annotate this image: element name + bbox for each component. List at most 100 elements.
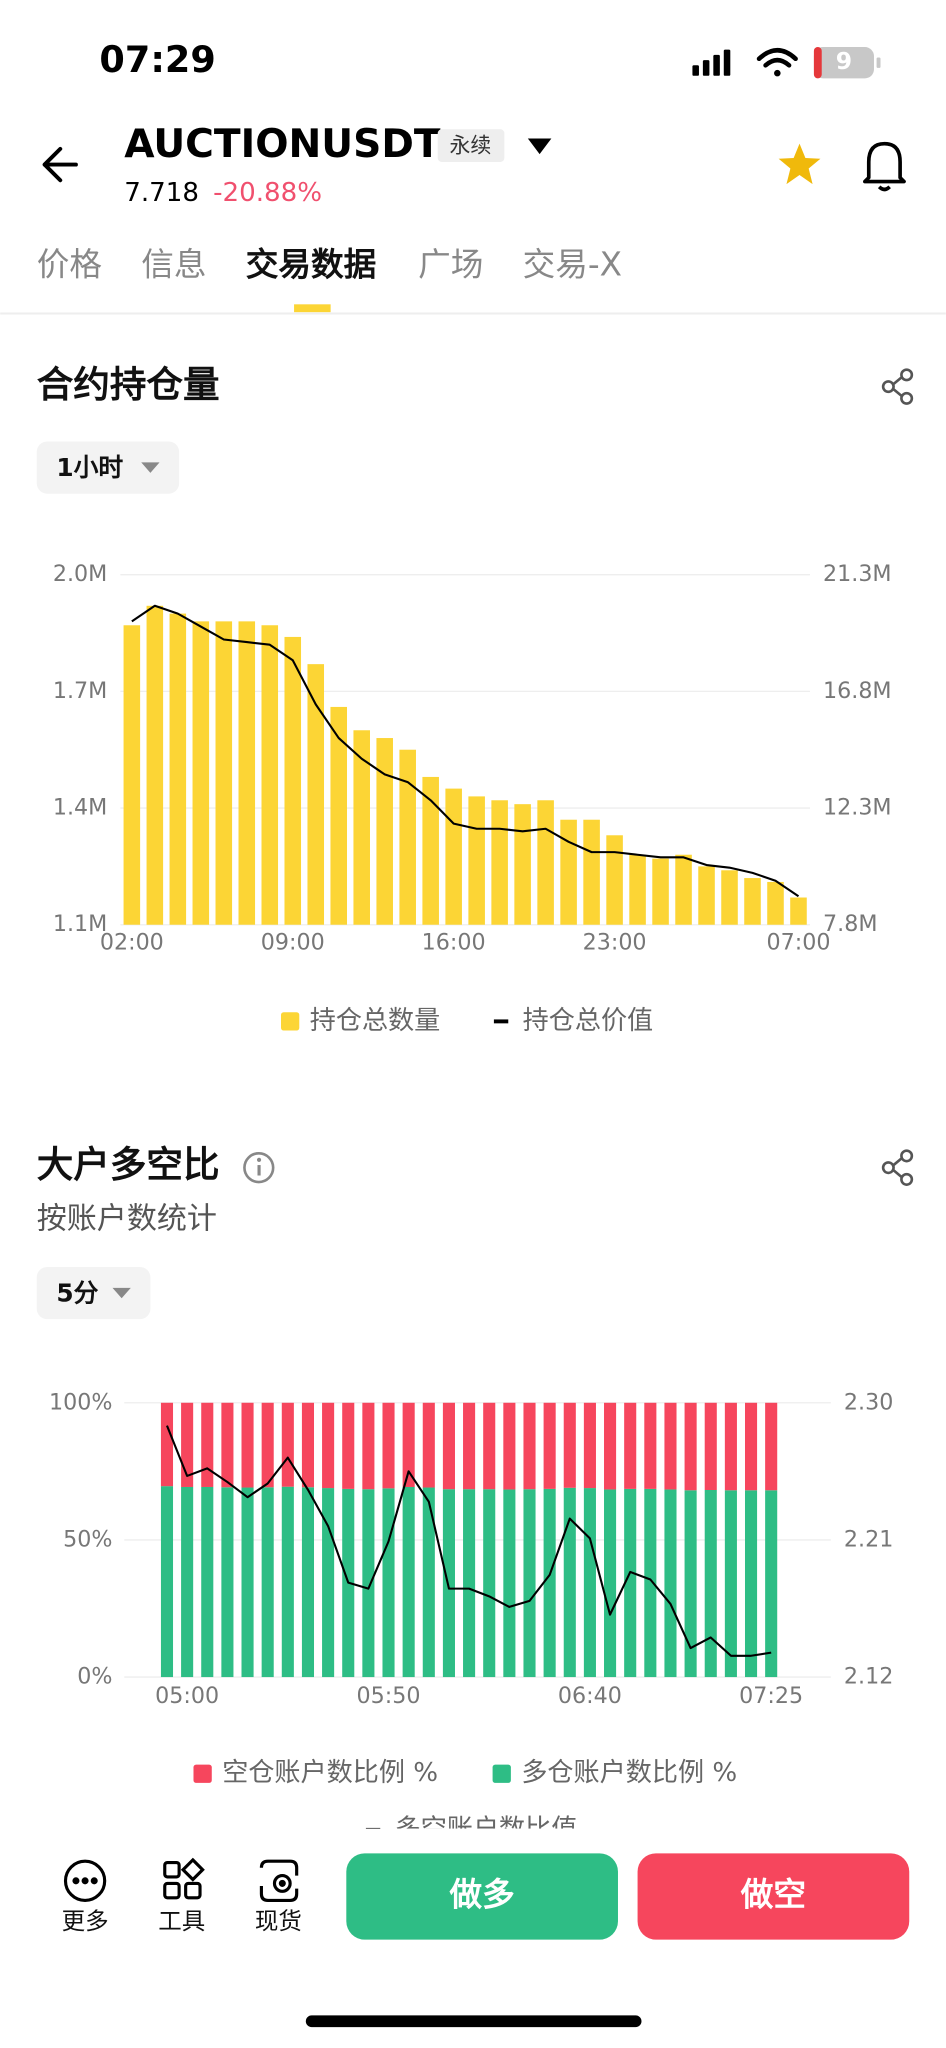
buy-label[interactable]: 做多 bbox=[448, 1875, 514, 1913]
bar bbox=[563, 1402, 576, 1488]
info-icon-dot bbox=[256, 1157, 262, 1162]
bar bbox=[744, 878, 761, 925]
tool-label[interactable]: 现货 bbox=[255, 1907, 302, 1935]
bar bbox=[362, 1489, 375, 1678]
tool-label[interactable]: 工具 bbox=[158, 1907, 205, 1935]
bar bbox=[744, 1490, 758, 1678]
tab[interactable]: 交易-X bbox=[523, 245, 622, 283]
y2-tick-label: 12.3M bbox=[823, 795, 892, 821]
bar bbox=[422, 776, 439, 925]
bar bbox=[543, 1488, 556, 1678]
bar bbox=[241, 1487, 254, 1678]
bar bbox=[684, 1490, 697, 1678]
tab[interactable]: 交易数据 bbox=[246, 245, 377, 283]
bell-icon[interactable] bbox=[863, 141, 906, 192]
symbol-dropdown[interactable] bbox=[527, 138, 552, 155]
y2-tick-label: 2.12 bbox=[844, 1664, 893, 1690]
bar bbox=[543, 1402, 556, 1489]
bar bbox=[284, 636, 302, 925]
y-tick-label: 0% bbox=[77, 1664, 112, 1690]
tab-indicator bbox=[294, 304, 331, 313]
bar bbox=[563, 1487, 576, 1678]
interval[interactable]: 5分 bbox=[56, 1278, 98, 1307]
bar bbox=[376, 738, 393, 925]
y2-tick-label: 2.21 bbox=[844, 1526, 893, 1552]
bar bbox=[241, 1402, 254, 1488]
bar bbox=[523, 1489, 536, 1678]
home-indicator bbox=[305, 2015, 642, 2028]
share-icon[interactable] bbox=[881, 1149, 914, 1186]
bar bbox=[463, 1489, 476, 1678]
bar bbox=[523, 1402, 536, 1490]
sell-label[interactable]: 做空 bbox=[740, 1875, 806, 1913]
bar bbox=[160, 1486, 174, 1678]
bar bbox=[514, 804, 531, 925]
bar bbox=[624, 1402, 637, 1489]
price-change: -20.88% bbox=[213, 178, 322, 208]
x-tick-label: 02:00 bbox=[100, 930, 164, 956]
interval-dropdown[interactable] bbox=[36, 441, 180, 494]
bar bbox=[483, 1402, 496, 1490]
x-tick-label: 05:50 bbox=[357, 1683, 421, 1709]
bar bbox=[583, 819, 600, 925]
symbol[interactable]: AUCTIONUSDT bbox=[124, 122, 441, 167]
bar bbox=[704, 1489, 717, 1678]
bar bbox=[342, 1402, 355, 1489]
bar bbox=[652, 858, 669, 925]
legend-swatch bbox=[492, 1764, 511, 1783]
bar bbox=[604, 1402, 617, 1490]
price: 7.718 bbox=[124, 178, 199, 208]
buy-button[interactable] bbox=[346, 1853, 618, 1940]
bar bbox=[281, 1402, 294, 1487]
interval[interactable]: 1小时 bbox=[56, 453, 123, 482]
bar bbox=[362, 1402, 375, 1490]
y-tick-label: 50% bbox=[63, 1526, 112, 1552]
tool-label[interactable]: 更多 bbox=[62, 1907, 109, 1935]
spot-icon[interactable] bbox=[259, 1859, 299, 1902]
bar bbox=[261, 625, 279, 925]
bar bbox=[624, 1488, 637, 1678]
interval-dropdown[interactable] bbox=[36, 1266, 151, 1320]
bar bbox=[698, 866, 715, 925]
share-icon[interactable] bbox=[881, 368, 914, 405]
bar bbox=[790, 897, 807, 925]
bar bbox=[606, 835, 623, 925]
bar bbox=[353, 730, 370, 925]
tab[interactable]: 价格 bbox=[37, 245, 102, 283]
more-icon[interactable] bbox=[63, 1859, 107, 1902]
back-button[interactable] bbox=[42, 146, 78, 183]
bar bbox=[399, 749, 416, 925]
line-series bbox=[166, 1425, 772, 1657]
battery-percent: 9 bbox=[836, 47, 852, 75]
bar bbox=[442, 1402, 455, 1490]
y-tick-label: 1.7M bbox=[53, 678, 107, 704]
legend-swatch bbox=[193, 1764, 212, 1783]
x-tick-label: 05:00 bbox=[155, 1683, 219, 1709]
sell-button[interactable] bbox=[637, 1853, 910, 1940]
legend-label: 空仓账户数比例 % bbox=[222, 1758, 438, 1788]
bar bbox=[664, 1402, 677, 1490]
bar bbox=[330, 706, 348, 925]
dropdown-arrow bbox=[112, 1287, 131, 1299]
x-tick-label: 06:40 bbox=[558, 1683, 622, 1709]
y-tick-label: 100% bbox=[49, 1389, 112, 1415]
bar bbox=[724, 1490, 737, 1678]
bar bbox=[221, 1487, 234, 1678]
status-time: 07:29 bbox=[99, 38, 215, 81]
favorite-star[interactable] bbox=[778, 143, 821, 185]
bar bbox=[238, 621, 256, 925]
badge-bg bbox=[437, 129, 505, 162]
bar bbox=[664, 1489, 677, 1678]
line-series bbox=[131, 604, 800, 898]
bar bbox=[192, 621, 210, 925]
tab[interactable]: 广场 bbox=[418, 245, 483, 283]
tab[interactable]: 信息 bbox=[141, 245, 206, 283]
tools-icon[interactable] bbox=[163, 1857, 205, 1900]
info-icon[interactable] bbox=[243, 1151, 275, 1184]
bar bbox=[537, 800, 554, 925]
bar bbox=[724, 1402, 737, 1491]
x-tick-label: 16:00 bbox=[422, 930, 486, 956]
bar bbox=[503, 1402, 516, 1490]
y-tick-label: 2.0M bbox=[53, 561, 107, 587]
bar bbox=[169, 613, 187, 925]
